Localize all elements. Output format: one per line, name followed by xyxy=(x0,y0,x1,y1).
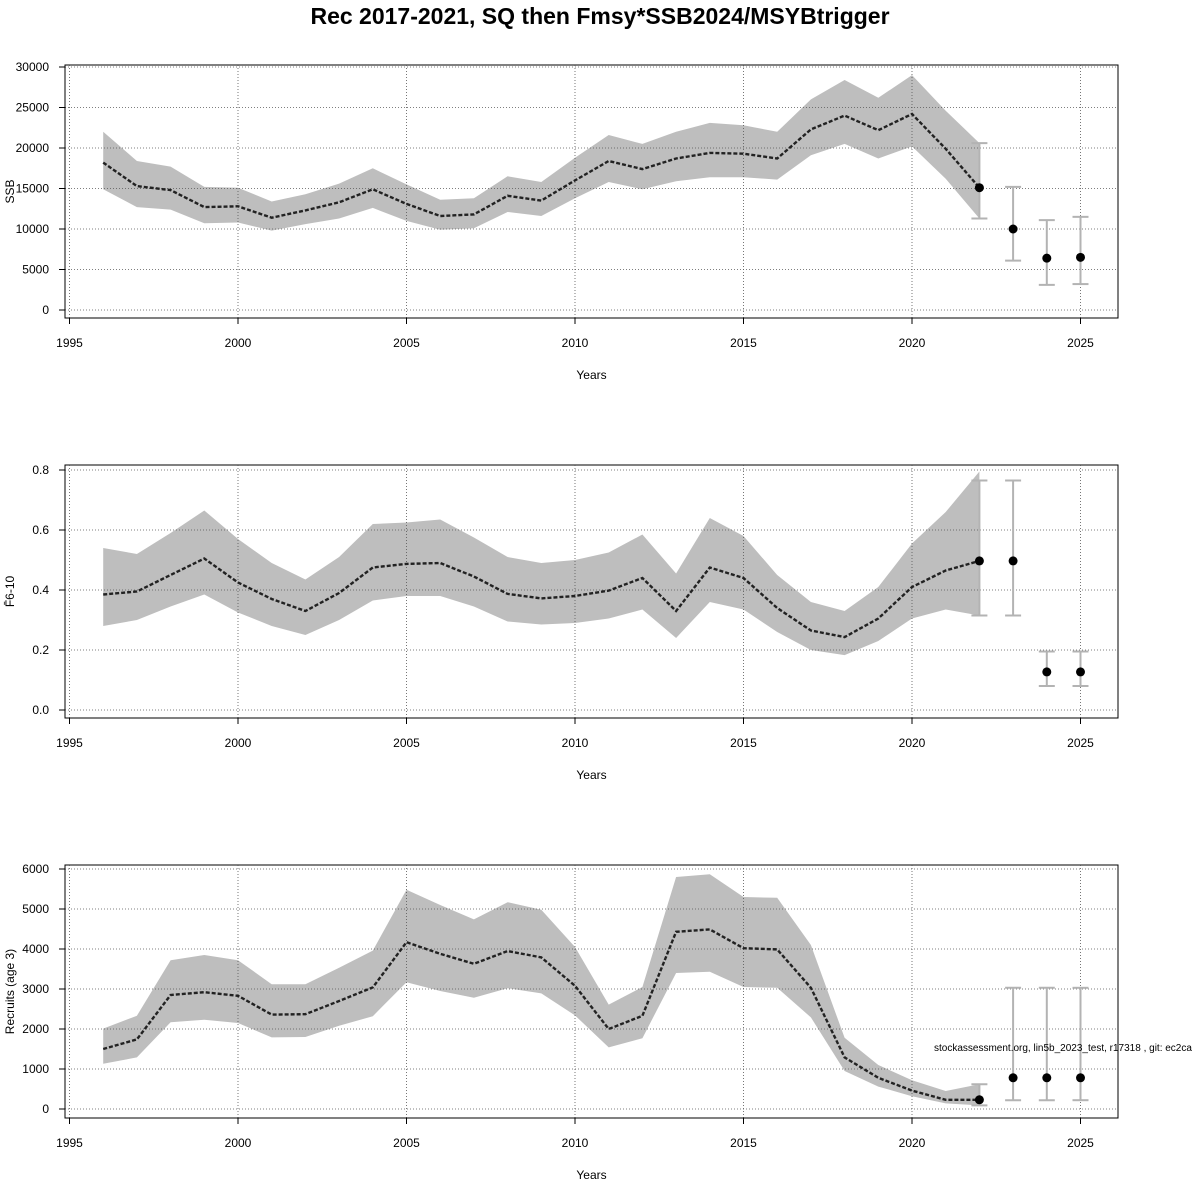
confidence-band xyxy=(103,471,980,656)
forecast-point-2025 xyxy=(1076,252,1085,262)
y-tick-label-3: 0.6 xyxy=(32,523,49,537)
y-axis: 0 1000 2000 3000 4000 5000 6000 Recruits (age 3… xyxy=(3,862,66,1116)
forecast-2022 xyxy=(971,479,988,617)
x-tick-label-2020: 2020 xyxy=(899,736,926,750)
gridlines xyxy=(65,65,1118,318)
y-tick-label-4: 0.8 xyxy=(32,463,49,477)
forecast-2025 xyxy=(1072,650,1089,687)
forecast-2022 xyxy=(971,142,988,220)
forecast-point-2024 xyxy=(1042,253,1052,263)
y-tick-label-1: 0.2 xyxy=(32,643,49,657)
y-axis: 0.0 0.2 0.4 0.6 0.8 F̄6-10 xyxy=(3,463,66,717)
y-tick-label-2: 0.4 xyxy=(32,583,49,597)
x-tick-label-2005: 2005 xyxy=(393,736,420,750)
y-tick-label-2: 2000 xyxy=(22,1022,49,1036)
x-tick-label-2010: 2010 xyxy=(562,736,589,750)
y-tick-label-4: 4000 xyxy=(22,942,49,956)
y-axis-label: SSB xyxy=(3,179,17,203)
x-tick-label-2000: 2000 xyxy=(225,1136,252,1150)
x-tick-label-2015: 2015 xyxy=(730,1136,757,1150)
y-tick-label-6: 6000 xyxy=(22,862,49,876)
forecast-point-2023 xyxy=(1008,556,1018,566)
y-tick-label-3: 15000 xyxy=(16,182,50,196)
y-tick-label-1: 1000 xyxy=(22,1062,49,1076)
confidence-band xyxy=(103,75,980,231)
x-tick-label-2025: 2025 xyxy=(1067,1136,1094,1150)
x-axis-label: Years xyxy=(576,368,606,382)
y-tick-label-4: 20000 xyxy=(16,141,50,155)
forecast-point-2022 xyxy=(974,556,984,566)
x-axis: 1995 2000 2005 2010 2015 2020 2025 Years xyxy=(56,717,1094,782)
x-tick-label-2010: 2010 xyxy=(562,1136,589,1150)
panel-fbar: 1995 2000 2005 2010 2015 2020 2025Years0.00.20… xyxy=(3,463,1119,782)
forecast-point-2022 xyxy=(974,1095,984,1105)
y-tick-label-5: 25000 xyxy=(16,101,50,115)
forecast-point-2024 xyxy=(1042,1073,1052,1083)
y-tick-label-0: 0 xyxy=(42,303,49,317)
y-tick-label-0: 0 xyxy=(42,1102,49,1116)
x-tick-label-2020: 2020 xyxy=(899,336,926,350)
x-tick-label-1995: 1995 xyxy=(56,736,83,750)
forecast-2023 xyxy=(1005,986,1022,1102)
chart-title: Rec 2017-2021, SQ then Fmsy*SSB2024/MSYB… xyxy=(310,3,889,29)
forecast-point-2023 xyxy=(1008,224,1018,234)
x-tick-label-2000: 2000 xyxy=(225,336,252,350)
forecast-point-2022 xyxy=(974,183,984,193)
x-axis: 1995 2000 2005 2010 2015 2020 2025 Years xyxy=(56,1117,1094,1182)
y-tick-label-3: 3000 xyxy=(22,982,49,996)
estimate-line xyxy=(103,557,980,639)
forecast-point-2025 xyxy=(1076,667,1085,677)
estimate-line xyxy=(102,928,980,1101)
forecast-2025 xyxy=(1072,986,1089,1102)
forecast-2024 xyxy=(1038,650,1055,687)
forecast-2023 xyxy=(1005,185,1022,262)
forecast-point-2025 xyxy=(1076,1073,1085,1083)
x-tick-label-2015: 2015 xyxy=(730,336,757,350)
x-axis: 1995 2000 2005 2010 2015 2020 2025 Years xyxy=(56,317,1094,382)
panels: 1995 2000 2005 2010 2015 2020 2025 Years 0 5000 10… xyxy=(3,60,1119,1182)
y-tick-label-6: 30000 xyxy=(16,60,50,74)
forecast-2022 xyxy=(971,1083,988,1107)
forecast-2023 xyxy=(1005,479,1022,617)
x-tick-label-1995: 1995 xyxy=(56,1136,83,1150)
forecast-point-2024 xyxy=(1042,667,1052,677)
y-tick-label-0: 0.0 xyxy=(32,703,49,717)
x-tick-label-2015: 2015 xyxy=(730,736,757,750)
forecast-2025 xyxy=(1072,215,1089,286)
y-axis-label: Recruits (age 3) xyxy=(3,949,17,1034)
x-axis-label: Years xyxy=(576,1168,606,1182)
panel-ssb: 1995 2000 2005 2010 2015 2020 2025 Years 0 5000 10… xyxy=(3,60,1119,382)
footnote: stockassessment.org, lin5b_2023_test, r1… xyxy=(934,1043,1192,1054)
y-axis: 0 5000 10000 15000 20000 25000 30000 SSB xyxy=(3,60,66,317)
forecast-point-2023 xyxy=(1008,1073,1018,1083)
y-tick-label-5: 5000 xyxy=(22,902,49,916)
y-axis-label: F̄6-10 xyxy=(3,576,17,608)
x-tick-label-2025: 2025 xyxy=(1067,336,1094,350)
y-tick-label-1: 5000 xyxy=(22,263,49,277)
forecast-2024 xyxy=(1038,219,1055,286)
x-tick-label-2020: 2020 xyxy=(899,1136,926,1150)
x-tick-label-2000: 2000 xyxy=(225,736,252,750)
forecast-2024 xyxy=(1038,986,1055,1102)
x-tick-label-2005: 2005 xyxy=(393,336,420,350)
confidence-band xyxy=(103,874,980,1106)
x-tick-label-2010: 2010 xyxy=(562,336,589,350)
x-tick-label-1995: 1995 xyxy=(56,336,83,350)
x-axis-label: Years xyxy=(576,768,606,782)
y-tick-label-2: 10000 xyxy=(16,222,50,236)
x-tick-label-2025: 2025 xyxy=(1067,736,1094,750)
panel-recruits: 1995 2000 2005 2010 2015 2020 2025 Years 0 1000 20… xyxy=(3,862,1119,1182)
estimate-line xyxy=(102,112,981,219)
x-tick-label-2005: 2005 xyxy=(393,1136,420,1150)
